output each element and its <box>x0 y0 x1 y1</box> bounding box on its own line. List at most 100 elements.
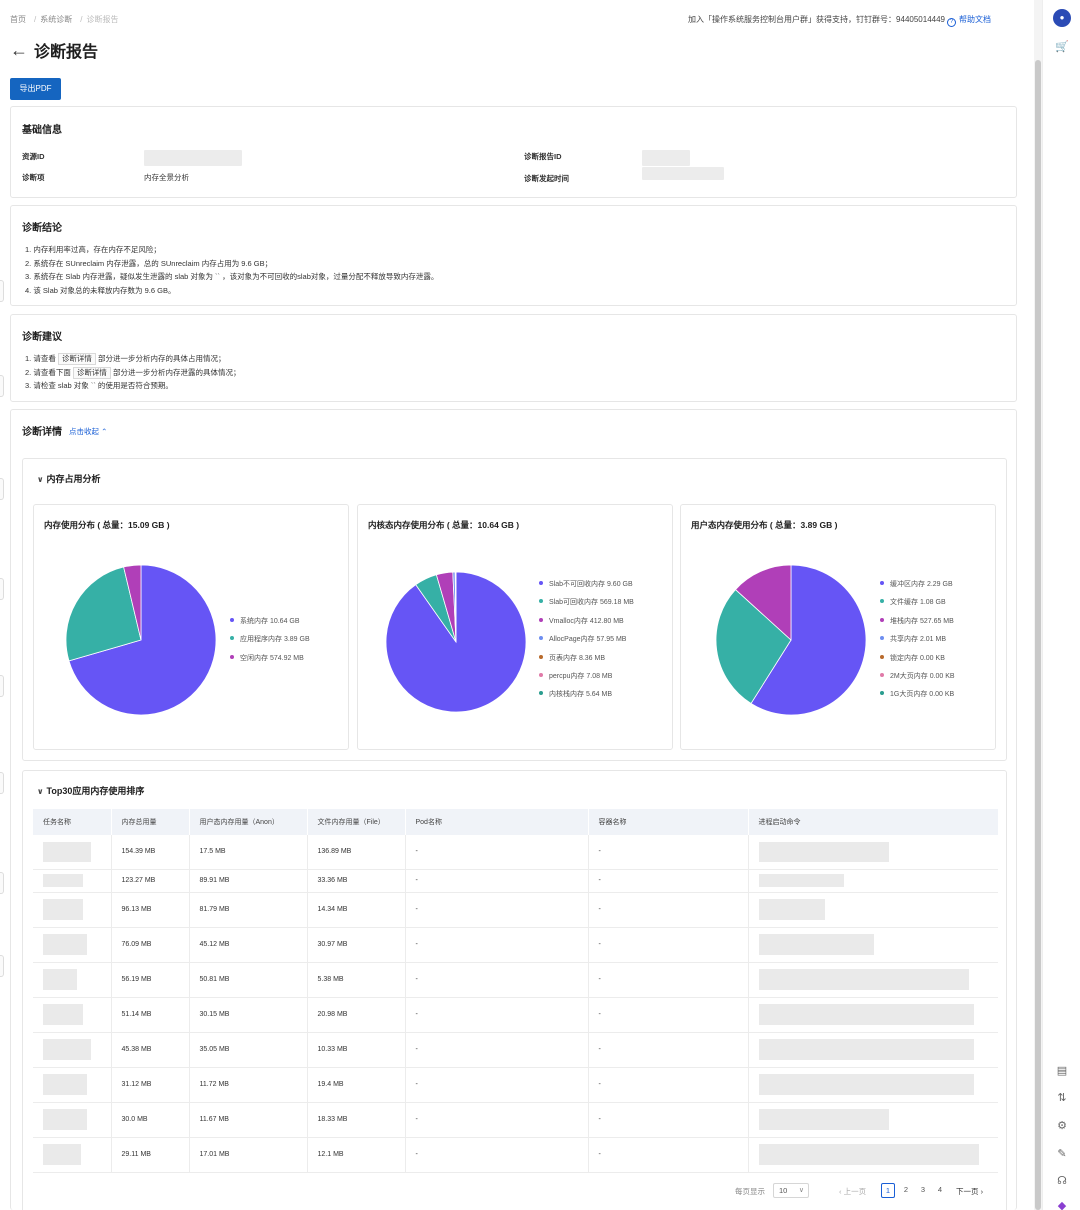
task-name-cell-redacted <box>33 1067 112 1103</box>
pie-slice[interactable] <box>750 564 867 716</box>
legend-dot-icon <box>230 636 234 641</box>
collapse-link[interactable]: 点击收起 ⌃ <box>69 427 108 436</box>
per-page-select[interactable]: 10 ∨ <box>773 1183 809 1198</box>
legend-item[interactable]: 共享内存 2.01 MB <box>880 631 955 649</box>
page-button[interactable]: 1 <box>881 1183 895 1198</box>
back-arrow-icon[interactable]: ← <box>10 40 28 60</box>
side-handle[interactable] <box>0 578 4 600</box>
table-row: 56.19 MB 50.81 MB 5.38 MB - - <box>33 962 998 998</box>
detail-link-tag[interactable]: 诊断详情 <box>57 353 96 365</box>
side-handle[interactable] <box>0 675 4 697</box>
legend-item[interactable]: 1G大页内存 0.00 KB <box>880 686 955 704</box>
anon-memory-cell: 50.81 MB <box>189 962 308 998</box>
pie-slice[interactable] <box>65 566 142 662</box>
document-icon[interactable]: ▤ <box>1056 1065 1068 1077</box>
pie-chart-kernel <box>385 571 527 713</box>
memory-analysis-header[interactable]: ∨ 内存占用分析 <box>37 474 101 484</box>
details-card: 诊断详情 点击收起 ⌃ ∨ 内存占用分析 内存使用分布 ( 总量：15.09 GB… <box>10 409 1017 1210</box>
legend-item[interactable]: 空闲内存 574.92 MB <box>230 650 310 668</box>
legend-item[interactable]: AllocPage内存 57.95 MB <box>539 631 634 649</box>
legend-value: 5.64 MB <box>585 691 613 699</box>
command-cell-redacted <box>748 997 998 1033</box>
legend-label: 页表内存 <box>549 654 577 662</box>
chevron-down-icon: ∨ <box>798 1187 804 1194</box>
container-name-cell: - <box>588 1137 749 1173</box>
help-link[interactable]: ? 帮助文档 <box>947 14 991 27</box>
pie-slice[interactable] <box>123 564 142 641</box>
legend-item[interactable]: 文件缓存 1.08 GB <box>880 594 955 612</box>
breadcrumb-home[interactable]: 首页 <box>10 15 26 24</box>
side-handle[interactable] <box>0 478 4 500</box>
legend-value: 2.01 MB <box>919 636 947 644</box>
legend-item[interactable]: 内核栈内存 5.64 MB <box>539 686 634 704</box>
pie-slice[interactable] <box>715 588 792 705</box>
legend-item[interactable]: 页表内存 8.36 MB <box>539 650 634 668</box>
legend-item[interactable]: Vmalloc内存 412.80 MB <box>539 613 634 631</box>
legend-item[interactable]: 堆栈内存 527.65 MB <box>880 613 955 631</box>
legend-label: 系统内存 <box>240 618 268 625</box>
side-handle[interactable] <box>0 280 4 302</box>
edit-icon[interactable]: ✎ <box>1057 1148 1067 1160</box>
page-button[interactable]: 3 <box>920 1185 926 1194</box>
column-header: Pod名称 <box>405 809 589 835</box>
page-scrollbar[interactable] <box>1034 0 1042 1210</box>
legend-dot-icon <box>539 636 543 641</box>
legend-value: 57.95 MB <box>596 636 627 644</box>
settings-icon[interactable]: ⚙ <box>1057 1120 1067 1132</box>
page-button[interactable]: 2 <box>903 1185 909 1194</box>
pie-slice[interactable] <box>734 564 792 641</box>
memory-analysis-panel: ∨ 内存占用分析 内存使用分布 ( 总量：15.09 GB ) 系统内存 10.6… <box>22 458 1007 761</box>
table-row: 30.0 MB 11.67 MB 18.33 MB - - <box>33 1102 998 1138</box>
table-row: 45.38 MB 35.05 MB 10.33 MB - - <box>33 1032 998 1068</box>
legend-label: AllocPage内存 <box>549 636 595 644</box>
legend-item[interactable]: 2M大页内存 0.00 KB <box>880 668 955 686</box>
command-cell-redacted <box>748 1137 998 1173</box>
legend-item[interactable]: 缓冲区内存 2.29 GB <box>880 576 955 594</box>
page-button[interactable]: 4 <box>937 1185 943 1194</box>
legend-label: percpu内存 <box>549 672 585 680</box>
pie-slice[interactable] <box>68 564 217 716</box>
anon-memory-cell: 11.72 MB <box>189 1067 308 1103</box>
resource-id-label: 资源ID <box>22 152 45 161</box>
pod-name-cell: - <box>405 1067 589 1103</box>
prev-page-button[interactable]: ‹ 上一页 <box>839 1187 867 1196</box>
side-handle[interactable] <box>0 955 4 977</box>
anon-memory-cell: 17.5 MB <box>189 835 308 870</box>
advice-title: 诊断建议 <box>22 332 62 343</box>
pagination: 每页显示 10 ∨ ‹ 上一页 1 2 3 4 下一页 › <box>735 1183 995 1199</box>
legend-label: 锁定内存 <box>890 654 918 662</box>
assistant-avatar-icon[interactable]: ● <box>1053 9 1071 27</box>
headset-icon[interactable]: ☊ <box>1057 1175 1067 1187</box>
side-handle[interactable] <box>0 772 4 794</box>
legend-item[interactable]: Slab不可回收内存 9.60 GB <box>539 576 634 594</box>
scrollbar-thumb[interactable] <box>1035 60 1041 1210</box>
feedback-icon[interactable]: ◆ <box>1057 1200 1067 1210</box>
export-pdf-button[interactable]: 导出PDF <box>10 78 61 100</box>
legend-item[interactable]: Slab可回收内存 569.18 MB <box>539 594 634 612</box>
legend-value: 574.92 MB <box>269 654 304 662</box>
legend-dot-icon <box>539 691 543 696</box>
transfer-icon[interactable]: ⇅ <box>1057 1092 1067 1104</box>
legend-item[interactable]: 锁定内存 0.00 KB <box>880 650 955 668</box>
table-row: 31.12 MB 11.72 MB 19.4 MB - - <box>33 1067 998 1103</box>
command-cell-redacted <box>748 835 998 870</box>
cart-icon[interactable]: 🛒 <box>1055 41 1069 53</box>
conclusion-card: 诊断结论 1. 内存利用率过高，存在内存不足风险； 2. 系统存在 SUnrec… <box>10 205 1017 306</box>
top30-header[interactable]: ∨ Top30应用内存使用排序 <box>37 786 145 796</box>
next-page-button[interactable]: 下一页 › <box>956 1187 984 1196</box>
container-name-cell: - <box>588 1032 749 1068</box>
side-handle[interactable] <box>0 872 4 894</box>
conclusion-list: 1. 内存利用率过高，存在内存不足风险； 2. 系统存在 SUnreclaim … <box>25 243 438 297</box>
breadcrumb-system-diagnosis[interactable]: 系统诊断 <box>40 15 73 24</box>
side-handle[interactable] <box>0 375 4 397</box>
detail-link-tag[interactable]: 诊断详情 <box>72 366 111 379</box>
legend-item[interactable]: percpu内存 7.08 MB <box>539 668 634 686</box>
diagnosis-time-label: 诊断发起时间 <box>524 174 569 183</box>
file-memory-cell: 10.33 MB <box>307 1032 406 1068</box>
legend-item[interactable]: 系统内存 10.64 GB <box>230 613 310 631</box>
table-row: 123.27 MB 89.91 MB 33.36 MB - - <box>33 869 998 893</box>
advice-card: 诊断建议 1. 请查看 诊断详情 部分进一步分析内存的具体占用情况； 2. 请查… <box>10 314 1017 402</box>
conclusion-title: 诊断结论 <box>22 223 62 234</box>
diagnosis-item-label: 诊断项 <box>22 173 45 182</box>
legend-item[interactable]: 应用程序内存 3.89 GB <box>230 631 310 649</box>
